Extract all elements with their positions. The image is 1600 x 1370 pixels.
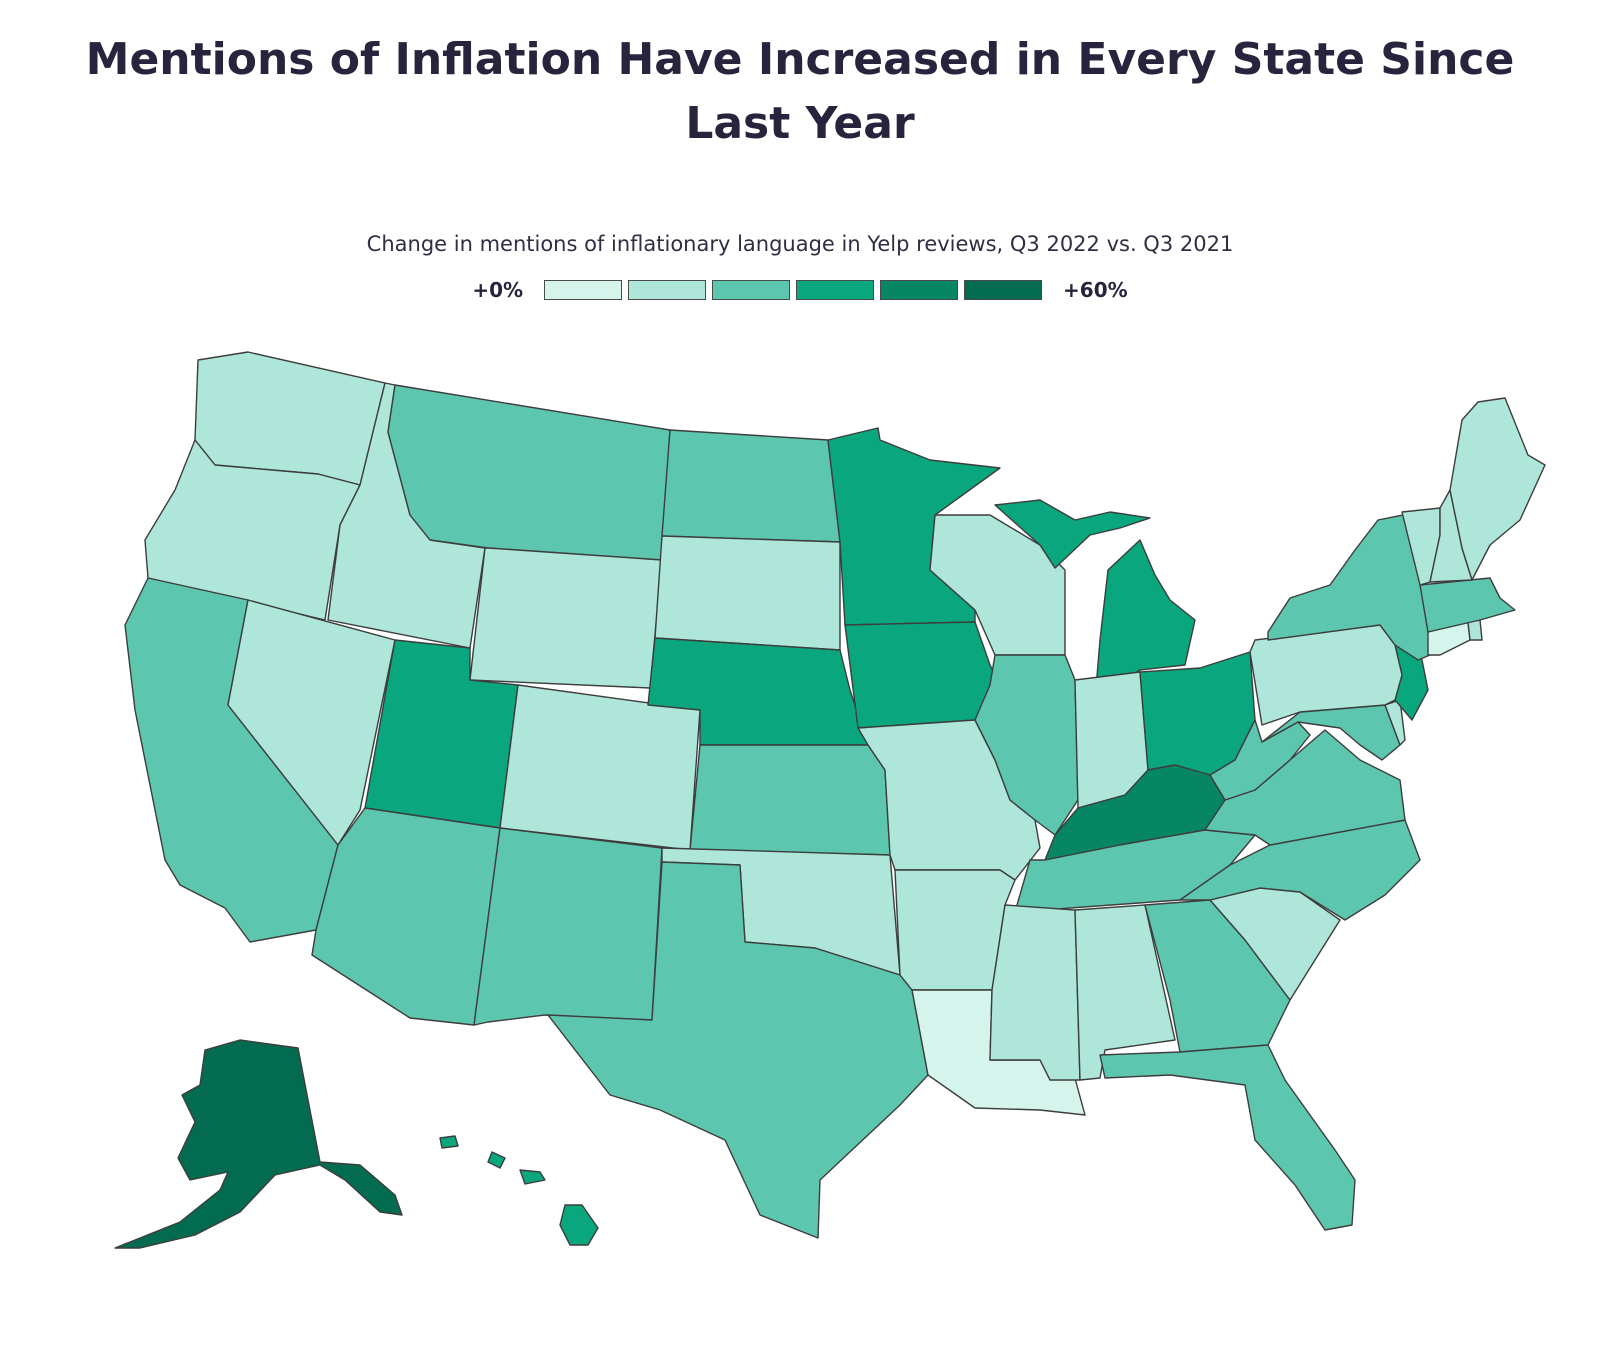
state-ks[interactable] <box>689 744 891 856</box>
state-ms[interactable] <box>989 904 1081 1081</box>
states-layer <box>114 351 1546 1249</box>
state-sd[interactable] <box>654 535 841 651</box>
state-wv[interactable] <box>1209 719 1311 801</box>
state-wy[interactable] <box>469 547 663 689</box>
chart-title: Mentions of Inflation Have Increased in … <box>85 34 1515 149</box>
legend-swatch-4 <box>796 280 875 300</box>
state-il[interactable] <box>974 654 1079 836</box>
state-nd[interactable] <box>661 429 841 543</box>
legend-swatch-2 <box>628 280 707 300</box>
state-mi[interactable] <box>994 499 1196 701</box>
state-tx[interactable] <box>547 861 929 1239</box>
legend-swatch-5 <box>880 280 959 300</box>
state-de[interactable] <box>1384 699 1406 746</box>
legend-swatch-1 <box>544 280 623 300</box>
state-ak[interactable] <box>114 1039 403 1249</box>
state-fl[interactable] <box>1099 1044 1356 1231</box>
color-legend: +0% +60% <box>0 278 1600 302</box>
state-me[interactable] <box>1449 397 1546 581</box>
legend-swatch-3 <box>712 280 791 300</box>
state-nm[interactable] <box>473 827 663 1026</box>
state-co[interactable] <box>499 684 701 851</box>
legend-min-label: +0% <box>472 278 524 302</box>
us-map <box>114 351 1546 1249</box>
state-ia[interactable] <box>844 621 1001 729</box>
legend-max-label: +60% <box>1063 278 1128 302</box>
state-nc[interactable] <box>1179 819 1421 921</box>
state-nv[interactable] <box>227 599 396 846</box>
state-mt[interactable] <box>387 384 671 561</box>
chart-subtitle: Change in mentions of inflationary langu… <box>366 232 1234 256</box>
state-hi[interactable] <box>439 1135 599 1246</box>
state-ma[interactable] <box>1419 577 1516 633</box>
legend-swatch-6 <box>964 280 1043 300</box>
